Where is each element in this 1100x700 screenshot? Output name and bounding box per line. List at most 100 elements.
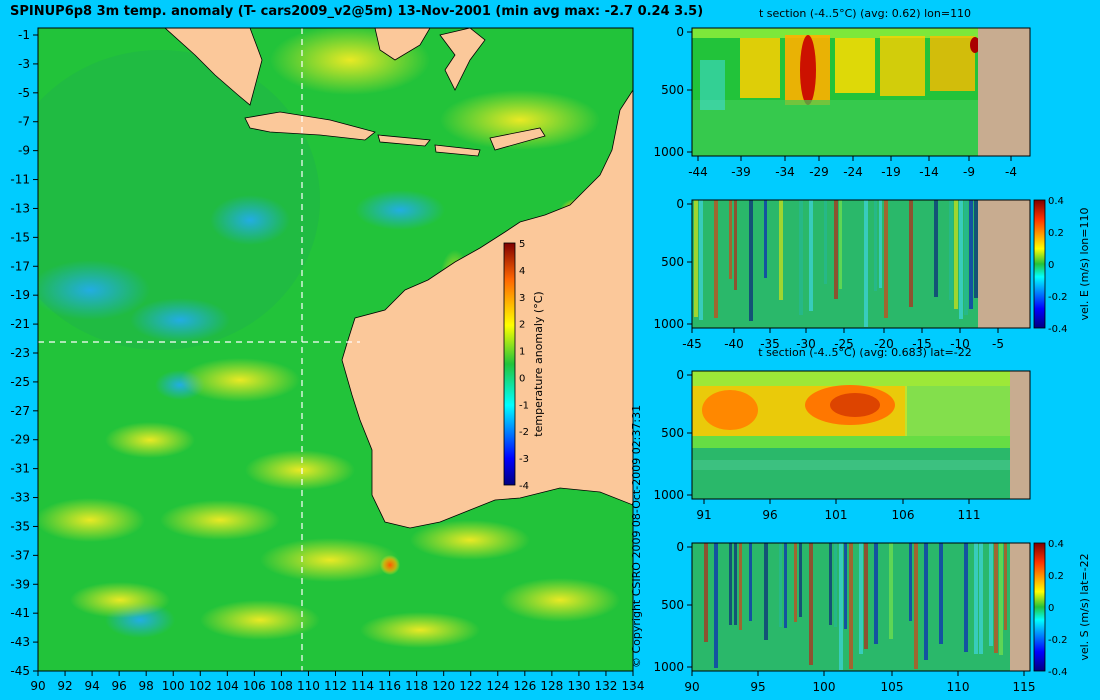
map-y-tick: -31 (10, 462, 30, 476)
map-y-tick: -25 (10, 375, 30, 389)
map-y-tick: -23 (10, 346, 30, 360)
map-x-tick: 122 (459, 679, 482, 693)
map-y-tick: -7 (18, 115, 30, 129)
map-y-tick: -27 (10, 404, 30, 418)
map-y-tick: -39 (10, 577, 30, 591)
map-x-tick: 92 (57, 679, 72, 693)
map-colorbar-tick: 4 (519, 266, 525, 277)
map-colorbar-tick: -2 (519, 427, 529, 438)
velocity-colorbar-tick: 0.2 (1048, 228, 1064, 239)
map-y-tick: -19 (10, 288, 30, 302)
section-y-tick: 1000 (653, 317, 684, 331)
map-x-tick: 118 (405, 679, 428, 693)
velocity-colorbar-tick: 0.4 (1048, 196, 1064, 207)
map-y-tick: -3 (18, 57, 30, 71)
map-y-tick: -43 (10, 635, 30, 649)
map-y-tick: -37 (10, 548, 30, 562)
section-x-tick: -14 (919, 165, 939, 179)
vel-e-section-lon110-y-ticks: 0 500 1000 (653, 197, 692, 331)
vel-s-section-lat-22-y-ticks: 0 500 1000 (653, 540, 692, 674)
section-x-tick: -19 (881, 165, 901, 179)
section-y-tick: 1000 (653, 660, 684, 674)
t-section-lat-22-title: t section (-4..5°C) (avg: 0.683) lat=-22 (758, 346, 971, 359)
map-x-tick: 106 (243, 679, 266, 693)
vel-s-colorbar-ticks: 0.4 0.2 0 -0.2 -0.4 (1048, 539, 1068, 678)
section-x-tick: 115 (1013, 680, 1036, 694)
map-x-tick: 100 (162, 679, 185, 693)
map-x-tick: 102 (189, 679, 212, 693)
map-x-tick: 110 (297, 679, 320, 693)
section-x-tick: -34 (775, 165, 795, 179)
section-x-tick: -40 (724, 337, 744, 351)
map-colorbar-tick: 2 (519, 320, 525, 331)
map-y-tick: -13 (10, 201, 30, 215)
section-y-tick: 500 (661, 426, 684, 440)
map-x-tick: 132 (595, 679, 618, 693)
velocity-colorbar-tick: 0 (1048, 603, 1054, 614)
map-y-tick: -41 (10, 606, 30, 620)
velocity-colorbar-tick: -0.2 (1048, 292, 1068, 303)
map-colorbar-tick: -3 (519, 454, 529, 465)
t-section-lon110-title: t section (-4..5°C) (avg: 0.62) lon=110 (759, 7, 971, 20)
map-colorbar (503, 242, 516, 486)
map-panel: 90 92 94 96 98 100 102 104 106 108 110 112 114 116 118… (10, 27, 645, 693)
map-y-tick: -1 (18, 28, 30, 42)
land (164, 28, 633, 529)
map-x-tick: 90 (30, 679, 45, 693)
map-colorbar-tick: 5 (519, 239, 525, 250)
section-x-tick: 91 (696, 508, 711, 522)
section-x-tick: -5 (992, 337, 1004, 351)
section-x-tick: -9 (963, 165, 975, 179)
copyright-notice: © Copyright CSIRO 2009 08-Oct-2009 02:37… (630, 404, 643, 668)
section-y-tick: 500 (661, 255, 684, 269)
section-x-tick: -15 (912, 337, 932, 351)
map-y-tick: -5 (18, 86, 30, 100)
section-x-tick: 105 (881, 680, 904, 694)
map-x-tick: 116 (378, 679, 401, 693)
map-x-tick: 134 (622, 679, 645, 693)
map-colorbar-tick: -1 (519, 400, 529, 411)
map-y-tick: -17 (10, 259, 30, 273)
map-colorbar-label: temperature anomaly (°C) (532, 291, 545, 436)
map-y-tick: -15 (10, 230, 30, 244)
section-x-tick: -24 (843, 165, 863, 179)
vel-e-colorbar-label: vel. E (m/s) lon=110 (1078, 208, 1091, 321)
t-section-lat-22-plot (691, 370, 1031, 500)
section-x-tick: -25 (834, 337, 854, 351)
t-section-lon110-plot (691, 27, 1031, 157)
map-colorbar-tick: -4 (519, 481, 529, 492)
velocity-colorbar-tick: -0.2 (1048, 635, 1068, 646)
section-x-tick: 95 (750, 680, 765, 694)
velocity-colorbar-tick: -0.4 (1048, 667, 1068, 678)
section-y-tick: 0 (676, 540, 684, 554)
map-x-tick: 120 (432, 679, 455, 693)
section-x-tick: 106 (892, 508, 915, 522)
map-x-tick: 104 (216, 679, 239, 693)
section-x-tick: 110 (947, 680, 970, 694)
section-panels: t section (-4..5°C) (avg: 0.62) lon=110 … (653, 7, 1091, 694)
section-x-tick: 100 (813, 680, 836, 694)
section-x-tick: -45 (682, 337, 702, 351)
map-x-tick: 112 (324, 679, 347, 693)
map-y-tick: -21 (10, 317, 30, 331)
vel-e-colorbar (1033, 199, 1046, 329)
page-title: SPINUP6p8 3m temp. anomaly (T- cars2009_… (10, 4, 704, 19)
map-x-tick: 98 (139, 679, 154, 693)
section-x-tick: -30 (796, 337, 816, 351)
velocity-colorbar-tick: 0.2 (1048, 571, 1064, 582)
section-y-tick: 0 (676, 197, 684, 211)
section-x-tick: -29 (809, 165, 829, 179)
map-y-tick: -29 (10, 433, 30, 447)
section-y-tick: 500 (661, 83, 684, 97)
vel-s-section-lat-22-plot (691, 542, 1031, 672)
section-x-tick: -44 (688, 165, 708, 179)
t-section-lon110-y-ticks: 0 500 1000 (653, 25, 692, 159)
t-section-lat-22-x-ticks: 91 96 101 106 111 (696, 499, 980, 522)
section-x-tick: 111 (958, 508, 981, 522)
section-y-tick: 0 (676, 25, 684, 39)
map-colorbar-tick: 0 (519, 373, 525, 384)
map-y-tick: -9 (18, 144, 30, 158)
vel-e-section-lon110-plot (691, 199, 1031, 329)
vel-e-section-lon110-x-ticks: -45 -40 -35 -30 -25 -20 -15 -10 -5 (682, 328, 1004, 351)
section-y-tick: 500 (661, 598, 684, 612)
